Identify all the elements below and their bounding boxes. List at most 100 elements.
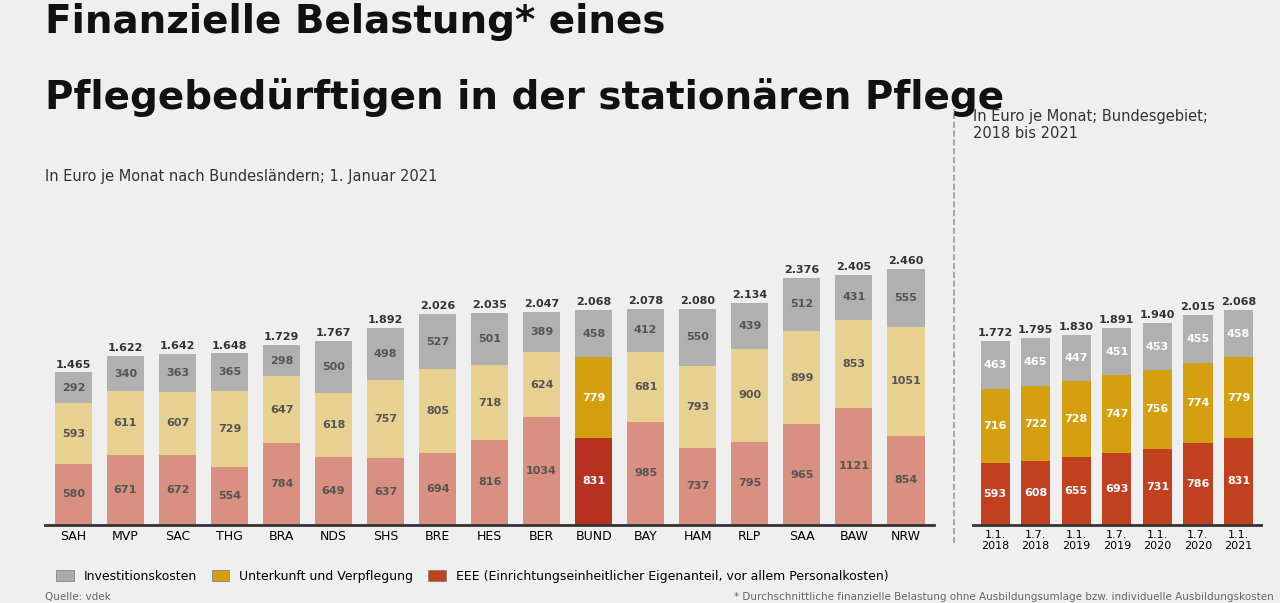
Text: 774: 774 — [1187, 398, 1210, 408]
Text: 985: 985 — [634, 469, 658, 478]
Text: 593: 593 — [983, 489, 1006, 499]
Bar — [524, 352, 561, 417]
Bar — [1183, 362, 1212, 443]
Legend: Investitionskosten, Unterkunft und Verpflegung, EEE (Einrichtungseinheitlicher E: Investitionskosten, Unterkunft und Verpf… — [51, 564, 893, 588]
Text: 779: 779 — [1226, 393, 1251, 403]
Text: 412: 412 — [634, 325, 658, 335]
Text: 681: 681 — [634, 382, 658, 392]
Text: 593: 593 — [61, 429, 84, 438]
Bar — [524, 417, 561, 525]
Bar — [159, 392, 196, 455]
Text: 779: 779 — [582, 393, 605, 403]
Bar — [980, 341, 1010, 389]
Text: 2.026: 2.026 — [420, 302, 456, 311]
Bar — [159, 354, 196, 392]
Text: 637: 637 — [374, 487, 397, 496]
Text: 389: 389 — [530, 327, 553, 337]
Text: 737: 737 — [686, 481, 709, 491]
Bar — [678, 365, 717, 448]
Text: 757: 757 — [374, 414, 397, 424]
Text: 618: 618 — [321, 420, 346, 430]
Bar — [731, 303, 768, 349]
Text: 1.940: 1.940 — [1139, 310, 1175, 320]
Text: 624: 624 — [530, 380, 553, 390]
Bar — [980, 389, 1010, 463]
Bar — [1143, 370, 1172, 449]
Text: 1.642: 1.642 — [160, 341, 196, 351]
Text: 1.648: 1.648 — [211, 341, 247, 350]
Bar — [471, 440, 508, 525]
Bar — [211, 467, 248, 525]
Bar — [419, 369, 456, 452]
Text: 2.376: 2.376 — [785, 265, 819, 275]
Text: In Euro je Monat nach Bundesländern; 1. Januar 2021: In Euro je Monat nach Bundesländern; 1. … — [45, 169, 438, 184]
Bar — [1224, 310, 1253, 358]
Text: 2.068: 2.068 — [1221, 297, 1256, 307]
Bar — [1102, 328, 1132, 375]
Text: 672: 672 — [166, 485, 189, 494]
Text: 512: 512 — [790, 300, 813, 309]
Text: 2.035: 2.035 — [472, 300, 507, 311]
Text: 365: 365 — [218, 367, 241, 377]
Text: 647: 647 — [270, 405, 293, 415]
Text: Quelle: vdek: Quelle: vdek — [45, 592, 110, 602]
Text: 554: 554 — [218, 491, 241, 501]
Text: 500: 500 — [323, 362, 346, 372]
Text: 463: 463 — [983, 359, 1007, 370]
Bar — [315, 341, 352, 393]
Text: 458: 458 — [582, 329, 605, 339]
Text: 718: 718 — [477, 397, 502, 408]
Bar — [524, 312, 561, 352]
Text: 453: 453 — [1146, 342, 1169, 352]
Text: 831: 831 — [582, 476, 605, 487]
Bar — [471, 314, 508, 365]
Text: 2.047: 2.047 — [524, 299, 559, 309]
Bar — [1143, 449, 1172, 525]
Bar — [1021, 387, 1051, 461]
Text: 756: 756 — [1146, 405, 1169, 414]
Bar — [1143, 323, 1172, 370]
Bar — [262, 345, 301, 376]
Text: 458: 458 — [1226, 329, 1251, 339]
Bar — [1061, 381, 1091, 456]
Text: 2.068: 2.068 — [576, 297, 612, 307]
Text: 2.080: 2.080 — [680, 295, 716, 306]
Text: 1.891: 1.891 — [1100, 315, 1134, 326]
Text: 580: 580 — [61, 490, 84, 499]
Bar — [980, 463, 1010, 525]
Bar — [887, 436, 924, 525]
Text: 292: 292 — [61, 383, 84, 393]
Bar — [1102, 453, 1132, 525]
Bar — [1102, 375, 1132, 453]
Text: 694: 694 — [426, 484, 449, 494]
Text: 1.830: 1.830 — [1059, 321, 1093, 332]
Text: 671: 671 — [114, 485, 137, 495]
Bar — [211, 353, 248, 391]
Bar — [575, 358, 612, 438]
Text: 1.729: 1.729 — [264, 332, 300, 342]
Text: 607: 607 — [166, 418, 189, 428]
Text: 693: 693 — [1105, 484, 1129, 494]
Text: 431: 431 — [842, 292, 865, 302]
Text: 608: 608 — [1024, 488, 1047, 498]
Text: 555: 555 — [895, 293, 918, 303]
Bar — [1183, 443, 1212, 525]
Text: 716: 716 — [983, 421, 1007, 431]
Bar — [367, 380, 404, 458]
Bar — [106, 356, 145, 391]
Text: 363: 363 — [166, 368, 189, 378]
Bar — [262, 443, 301, 525]
Text: 1.772: 1.772 — [978, 327, 1012, 338]
Text: * Durchschnittliche finanzielle Belastung ohne Ausbildungsumlage bzw. individuel: * Durchschnittliche finanzielle Belastun… — [733, 592, 1274, 602]
Text: 2.405: 2.405 — [836, 262, 872, 272]
Bar — [471, 365, 508, 440]
Text: 550: 550 — [686, 332, 709, 342]
Text: 722: 722 — [1024, 419, 1047, 429]
Bar — [575, 310, 612, 358]
Text: 728: 728 — [1065, 414, 1088, 424]
Bar — [1224, 358, 1253, 438]
Text: 731: 731 — [1146, 482, 1169, 491]
Bar — [783, 278, 820, 331]
Text: 816: 816 — [477, 477, 502, 487]
Text: In Euro je Monat; Bundesgebiet;
2018 bis 2021: In Euro je Monat; Bundesgebiet; 2018 bis… — [973, 109, 1207, 141]
